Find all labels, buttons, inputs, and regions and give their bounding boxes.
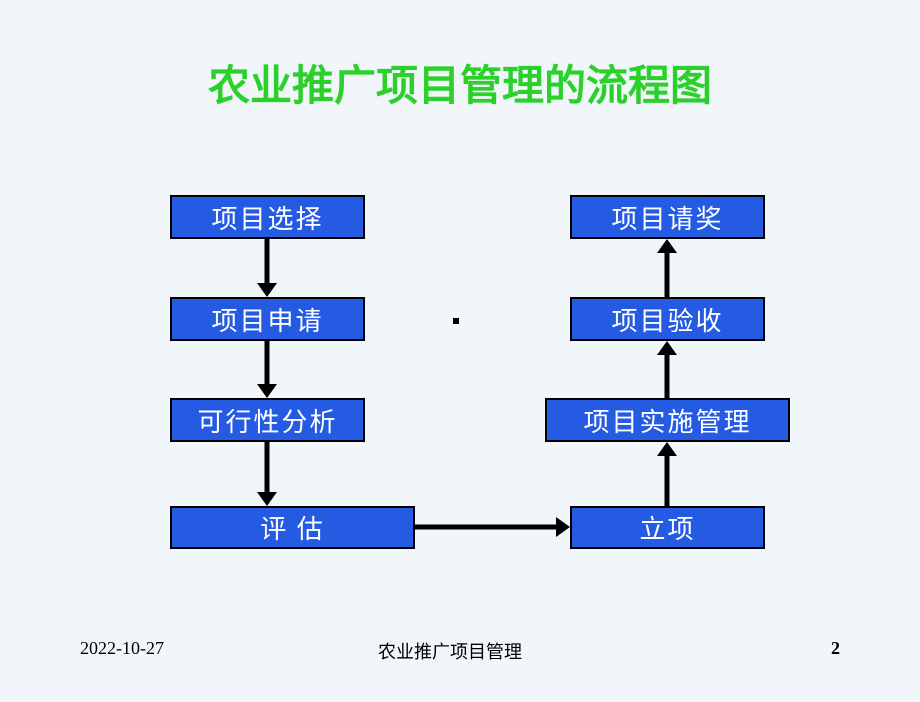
node-approve: 立项 [570, 506, 765, 549]
node-feasibility: 可行性分析 [170, 398, 365, 442]
node-acceptance: 项目验收 [570, 297, 765, 341]
footer-date: 2022-10-27 [80, 638, 164, 659]
page-marker-icon [453, 318, 459, 324]
slide: 农业推广项目管理的流程图 项目选择 项目申请 可行性分析 评 估 立项 项目实施… [0, 0, 920, 702]
node-award: 项目请奖 [570, 195, 765, 239]
node-evaluate: 评 估 [170, 506, 415, 549]
footer-page: 2 [831, 638, 840, 659]
slide-title: 农业推广项目管理的流程图 [0, 52, 920, 113]
node-implement-manage: 项目实施管理 [545, 398, 790, 442]
footer-subtitle: 农业推广项目管理 [378, 638, 522, 664]
node-project-select: 项目选择 [170, 195, 365, 239]
node-project-apply: 项目申请 [170, 297, 365, 341]
